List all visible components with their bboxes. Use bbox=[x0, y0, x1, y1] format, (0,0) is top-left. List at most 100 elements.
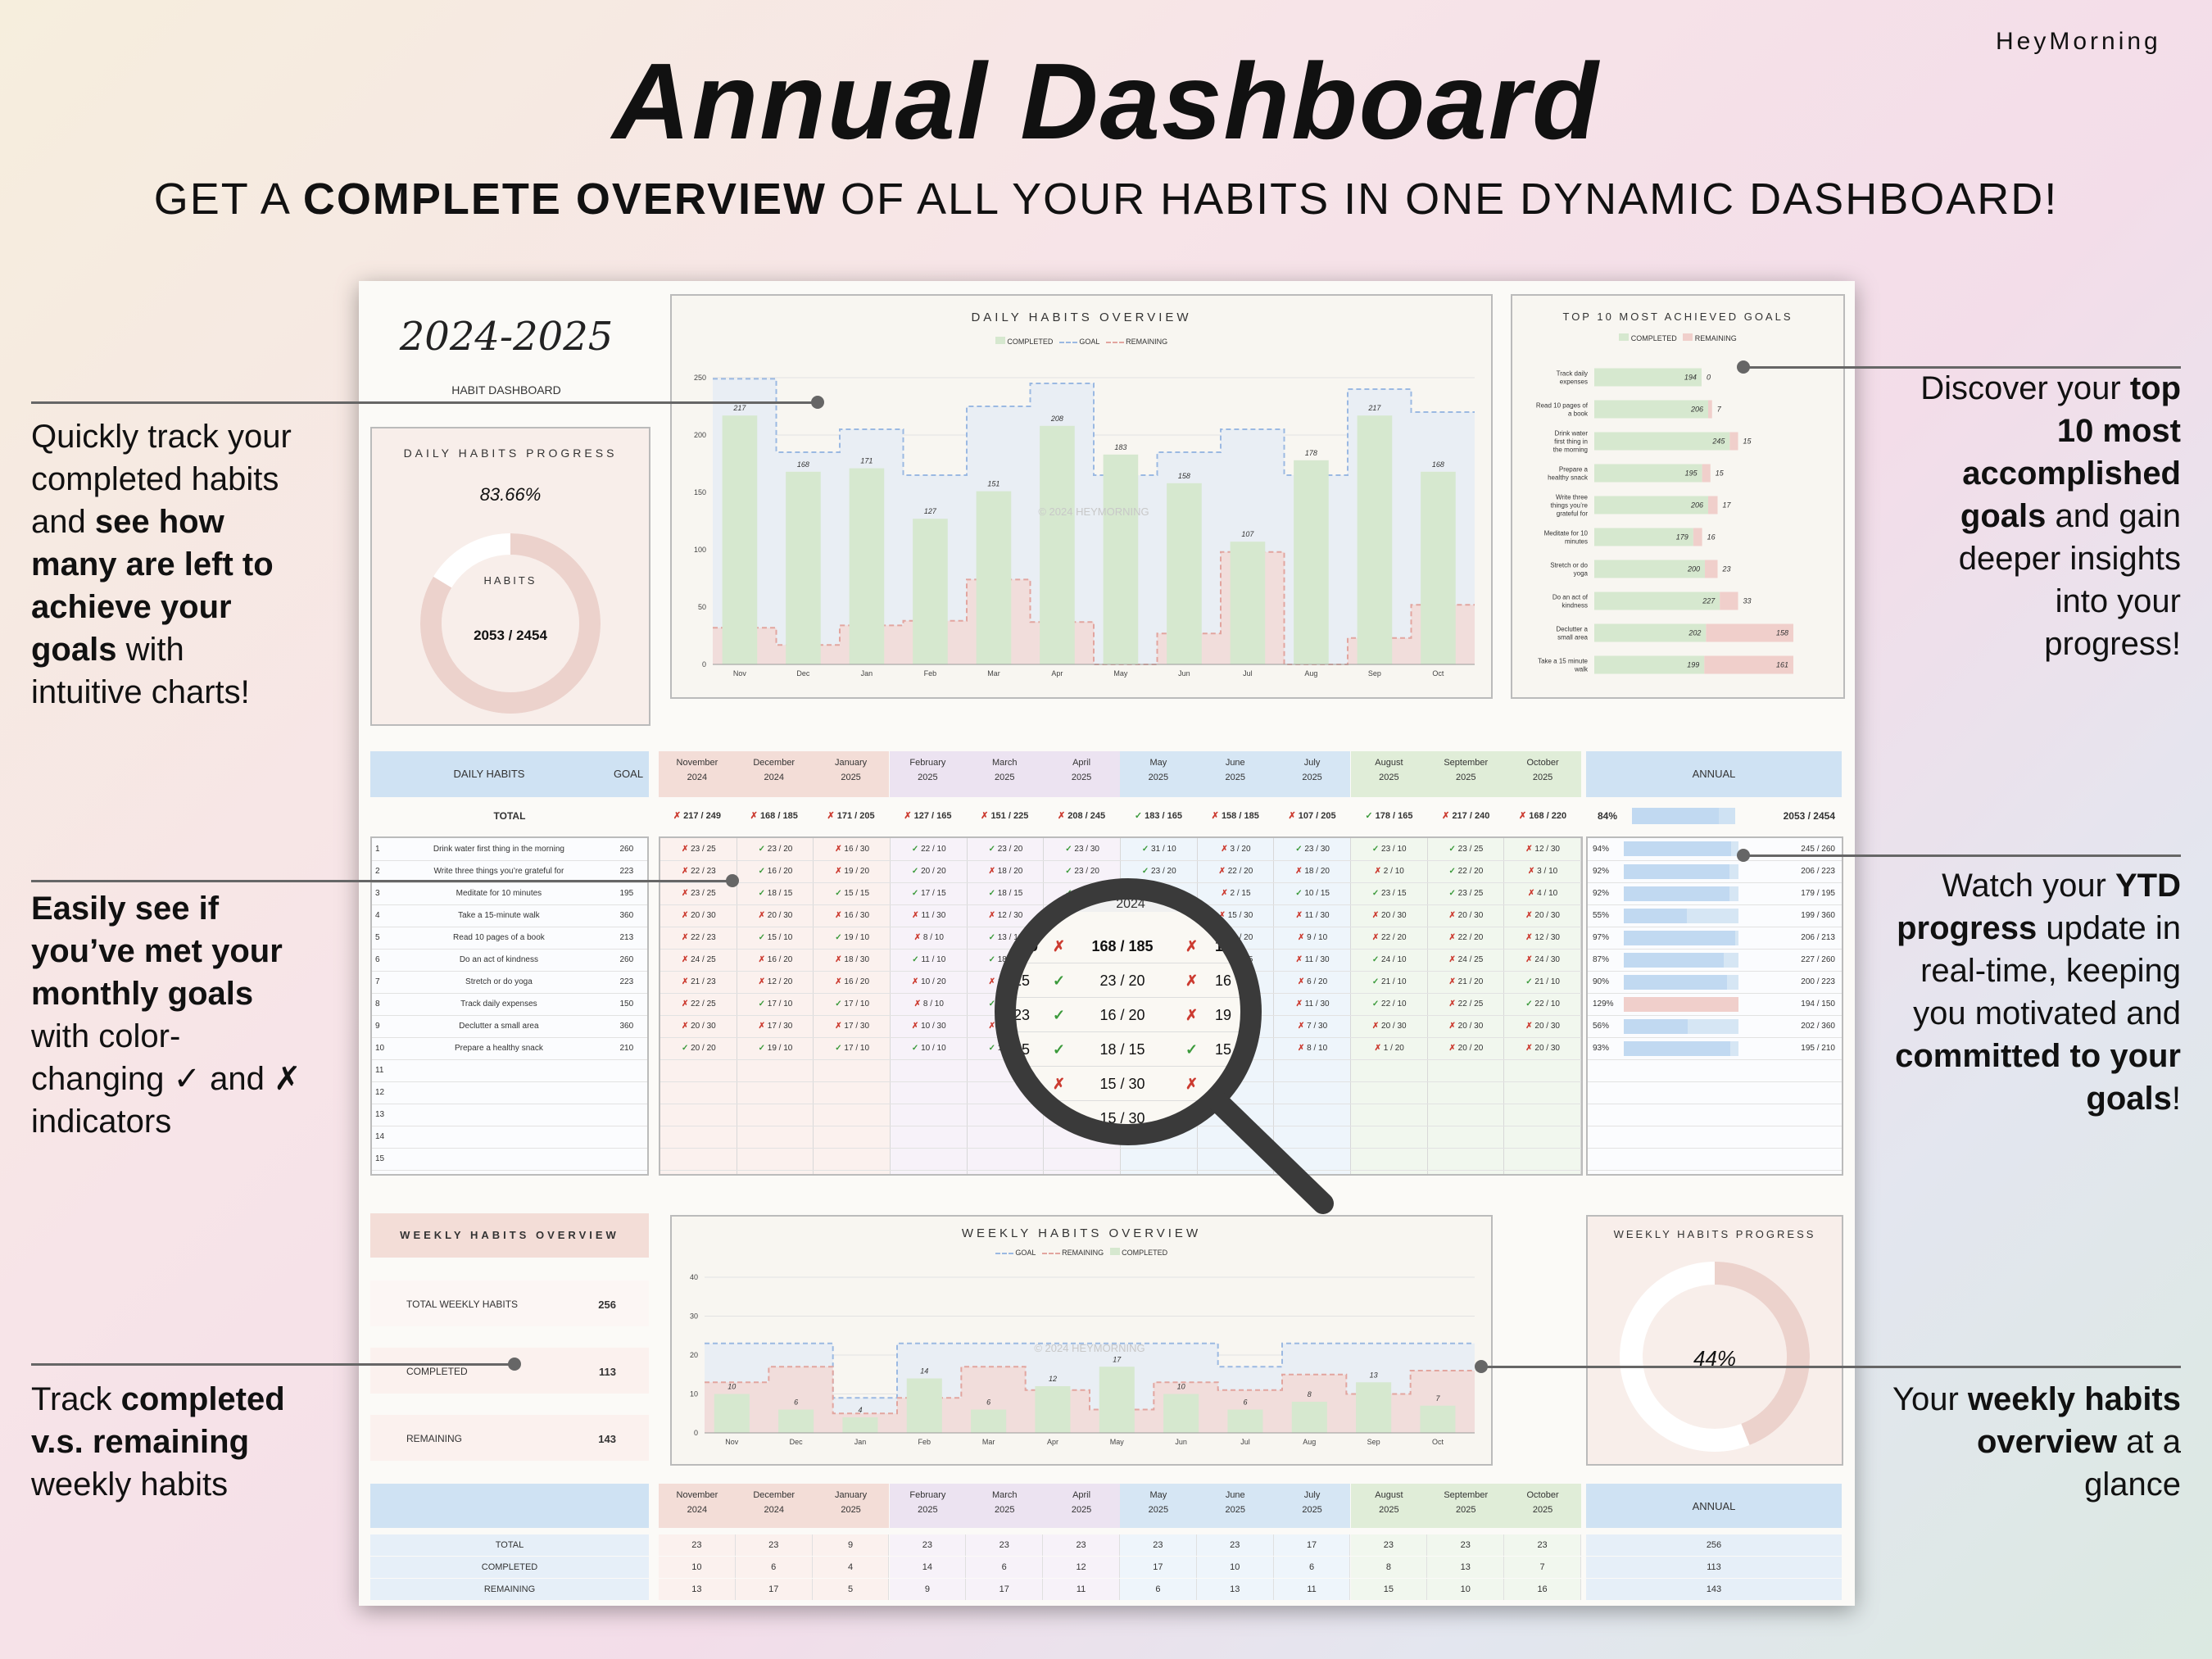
weekly-table-cell: 23 bbox=[966, 1534, 1044, 1556]
habit-number: 7 bbox=[375, 977, 380, 986]
check-icon: ✓ bbox=[1295, 844, 1305, 854]
completed-bar bbox=[1291, 1402, 1327, 1433]
habit-goal: 260 bbox=[619, 955, 634, 964]
daily-progress-title: DAILY HABITS PROGRESS bbox=[403, 446, 618, 460]
weekly-table-cell: 17 bbox=[966, 1579, 1044, 1600]
daily-progress-percent: 83.66% bbox=[479, 484, 542, 505]
month-year: 2025 bbox=[1302, 773, 1322, 782]
magnifier-cell-value: 168 / 185 bbox=[1091, 938, 1154, 954]
top10-remaining-label: 0 bbox=[1707, 374, 1711, 382]
top10-category-label: Take a 15 minute walk bbox=[1538, 658, 1589, 673]
bar-value-label: 107 bbox=[1241, 530, 1254, 538]
cross-icon: ✗ bbox=[988, 867, 998, 876]
month-name: February bbox=[909, 758, 946, 768]
month-total-cell: ✓ 183 / 165 bbox=[1120, 810, 1197, 821]
top10-remaining-label: 15 bbox=[1743, 437, 1752, 446]
habit-name bbox=[392, 1148, 606, 1170]
month-cell: ✗ 16 / 30 bbox=[814, 838, 891, 860]
cross-icon: ✗ bbox=[681, 1022, 691, 1031]
month-cell-value: 11 / 30 bbox=[1304, 911, 1330, 920]
cross-icon: ✗ bbox=[1295, 955, 1305, 964]
cross-icon: ✗ bbox=[904, 811, 914, 821]
month-cell: ✗ 20 / 30 bbox=[660, 904, 737, 927]
month-cell bbox=[1428, 1081, 1505, 1104]
annual-pct: 87% bbox=[1593, 955, 1610, 964]
check-icon: ✓ bbox=[988, 844, 998, 854]
cross-icon: ✗ bbox=[1211, 811, 1222, 821]
y-tick-label: 50 bbox=[698, 603, 706, 611]
check-icon: ✓ bbox=[1365, 811, 1376, 821]
cross-icon: ✗ bbox=[1525, 933, 1535, 942]
bar-value-label: 6 bbox=[794, 1398, 798, 1407]
annual-pct: 55% bbox=[1593, 911, 1610, 920]
month-cell: ✗ 2 / 15 bbox=[1198, 882, 1275, 904]
month-cell: ✗ 3 / 20 bbox=[1198, 838, 1275, 860]
weekly-table-cell: 23 bbox=[889, 1534, 967, 1556]
top10-category-label: Do an act of kindness bbox=[1552, 594, 1589, 610]
weekly-table-header-blank bbox=[370, 1484, 649, 1528]
check-icon: ✓ bbox=[988, 999, 998, 1009]
top10-completed-label: 179 bbox=[1676, 533, 1688, 542]
top10-completed-bar bbox=[1594, 528, 1693, 546]
top10-category-label: Read 10 pages of a book bbox=[1536, 402, 1589, 418]
month-year: 2025 bbox=[918, 773, 938, 782]
top10-completed-label: 199 bbox=[1687, 661, 1699, 669]
legend-top10-remaining: REMAINING bbox=[1694, 334, 1737, 342]
top10-completed-label: 200 bbox=[1687, 565, 1700, 573]
weekly-table-annual: 113 bbox=[1586, 1557, 1842, 1578]
cross-icon: ✗ bbox=[1525, 911, 1535, 920]
weekly-table-cell: 4 bbox=[812, 1557, 890, 1578]
month-cell: ✓ 23 / 15 bbox=[1351, 882, 1428, 904]
month-total-cell: ✗ 168 / 220 bbox=[1504, 810, 1581, 821]
legend-top10-completed: COMPLETED bbox=[1630, 334, 1677, 342]
cross-icon: ✗ bbox=[1297, 1022, 1308, 1031]
month-name: July bbox=[1303, 1490, 1321, 1500]
annual-bar bbox=[1623, 930, 1735, 945]
habit-number: 8 bbox=[375, 999, 380, 1009]
month-cell: ✓ 23 / 30 bbox=[1274, 838, 1351, 860]
weekly-summary-row: COMPLETED 113 bbox=[370, 1348, 649, 1394]
y-tick-label: 0 bbox=[694, 1429, 698, 1437]
magnifier-cell: 15 bbox=[1215, 1041, 1232, 1058]
weekly-summary-row: TOTAL WEEKLY HABITS 256 bbox=[370, 1281, 649, 1326]
month-total-value: 178 / 165 bbox=[1375, 811, 1413, 821]
cross-icon: ✗ bbox=[1374, 1044, 1384, 1053]
check-icon: ✓ bbox=[758, 999, 768, 1009]
cross-icon: ✗ bbox=[681, 977, 691, 986]
annual-row bbox=[1588, 1104, 1842, 1126]
month-cell-value: 18 / 20 bbox=[1304, 867, 1330, 876]
month-header-may: May 2025 bbox=[1120, 751, 1197, 797]
x-tick-label: Jun bbox=[1178, 669, 1190, 678]
habit-goal: 223 bbox=[619, 977, 634, 986]
top10-remaining-label: 15 bbox=[1716, 469, 1725, 478]
weekly-annual-label: ANNUAL bbox=[1692, 1500, 1736, 1512]
weekly-month-header-december: December 2024 bbox=[735, 1484, 813, 1528]
month-name: September bbox=[1444, 758, 1489, 768]
x-tick-label: Sep bbox=[1368, 669, 1381, 678]
month-cell-value: 22 / 20 bbox=[1381, 933, 1407, 942]
annual-value bbox=[1749, 1059, 1842, 1081]
legend-weekly-remaining: REMAINING bbox=[1062, 1249, 1104, 1257]
bar-value-label: 217 bbox=[1367, 404, 1381, 412]
annual-row: 97% 206 / 213 bbox=[1588, 927, 1842, 949]
x-tick-label: May bbox=[1110, 1438, 1125, 1446]
bar-value-label: 127 bbox=[924, 507, 937, 515]
month-cell: ✗ 20 / 30 bbox=[1351, 904, 1428, 927]
bar-value-label: 6 bbox=[986, 1398, 990, 1407]
month-cell bbox=[660, 1081, 737, 1104]
month-name: March bbox=[991, 1490, 1018, 1500]
month-name: July bbox=[1303, 758, 1321, 768]
month-cell: ✗ 17 / 30 bbox=[814, 1015, 891, 1037]
daily-progress-arc bbox=[420, 533, 601, 714]
month-cell-value: 13 / 10 bbox=[997, 933, 1023, 942]
top10-category-label: Write three things you’re grateful for bbox=[1551, 494, 1589, 518]
completed-bar bbox=[714, 1394, 750, 1433]
habit-row: 9 Declutter a small area 360 bbox=[372, 1015, 647, 1037]
month-cell: ✗ 10 / 30 bbox=[891, 1015, 968, 1037]
check-icon: ✓ bbox=[1448, 844, 1458, 854]
cross-icon: ✗ bbox=[1448, 1022, 1458, 1031]
month-cell-value: 16 / 30 bbox=[844, 844, 870, 854]
month-cell bbox=[660, 1059, 737, 1081]
month-total-cell: ✗ 151 / 225 bbox=[966, 810, 1043, 821]
annual-pct: 56% bbox=[1593, 1022, 1610, 1031]
